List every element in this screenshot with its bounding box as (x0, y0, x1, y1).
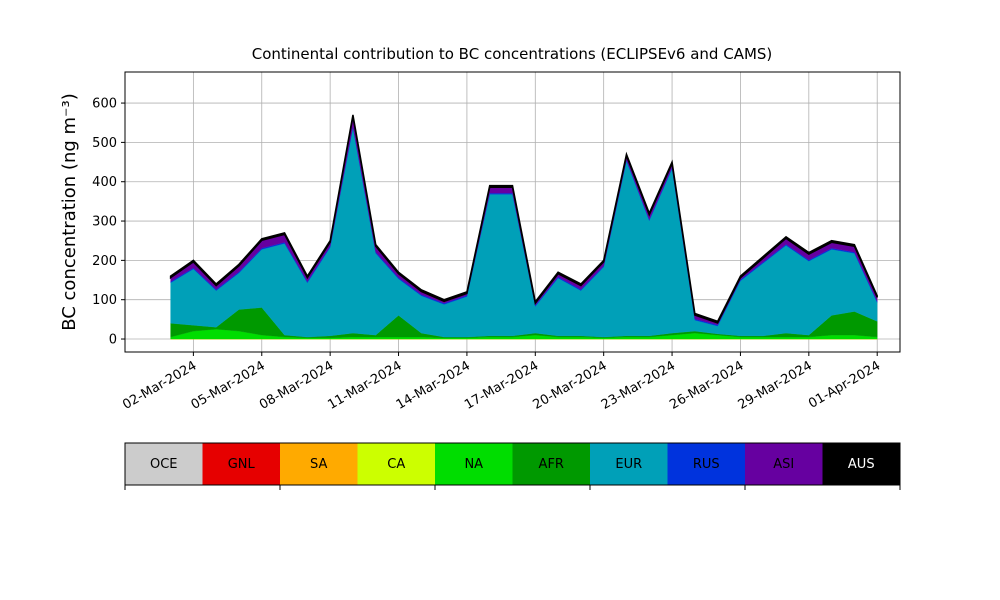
legend-label: GNL (228, 457, 256, 472)
legend-swatch (512, 443, 590, 485)
x-tick-label: 29-Mar-2024 (736, 358, 815, 412)
legend-frame (124, 442, 901, 486)
x-tick-label: 08-Mar-2024 (257, 358, 336, 412)
chart-title: Continental contribution to BC concentra… (252, 45, 773, 63)
y-tick-label: 400 (92, 175, 117, 190)
x-tick-label: 11-Mar-2024 (325, 358, 404, 412)
legend-label: RUS (693, 457, 720, 472)
legend-swatch (125, 443, 203, 485)
x-tick-label: 26-Mar-2024 (667, 358, 746, 412)
areas (169, 114, 878, 340)
x-tick-label: 02-Mar-2024 (120, 358, 199, 412)
legend-label: AUS (848, 457, 875, 472)
legend-label: SA (310, 457, 327, 472)
legend-swatch (590, 443, 668, 485)
legend-swatch (667, 443, 745, 485)
legend-swatch (357, 443, 435, 485)
y-tick-label: 600 (92, 97, 117, 112)
area (170, 127, 878, 338)
legend: OCE GNL SA CA NA AFR EUR RUS ASI AUS (124, 442, 901, 486)
legend-label: ASI (773, 457, 794, 472)
legend-swatch (822, 443, 900, 485)
legend-swatch (435, 443, 513, 485)
colorbar-ticks (124, 485, 901, 490)
y-tick-label: 0 (109, 333, 117, 348)
legend-label: EUR (615, 457, 642, 472)
y-tick-label: 300 (92, 215, 117, 230)
legend-swatch (202, 443, 280, 485)
x-tick-label: 14-Mar-2024 (394, 358, 473, 412)
x-tick-label: 20-Mar-2024 (531, 358, 610, 412)
y-tick-label: 500 (92, 136, 117, 151)
legend-label: OCE (150, 457, 178, 472)
x-tick-label: 23-Mar-2024 (599, 358, 678, 412)
legend-label: NA (464, 457, 483, 472)
legend-swatch (280, 443, 358, 485)
area (169, 114, 878, 324)
plot-frame (124, 71, 901, 353)
y-tick-label: 200 (92, 254, 117, 269)
legend-swatch (745, 443, 823, 485)
x-tick-label: 17-Mar-2024 (462, 358, 541, 412)
legend-label: AFR (539, 457, 564, 472)
x-tick-label: 05-Mar-2024 (189, 358, 268, 412)
x-tick-label: 01-Apr-2024 (806, 358, 883, 411)
legend-label: CA (387, 457, 405, 472)
y-tick-label: 100 (92, 293, 117, 308)
y-axis-label: BC concentration (ng m⁻³) (59, 93, 80, 331)
